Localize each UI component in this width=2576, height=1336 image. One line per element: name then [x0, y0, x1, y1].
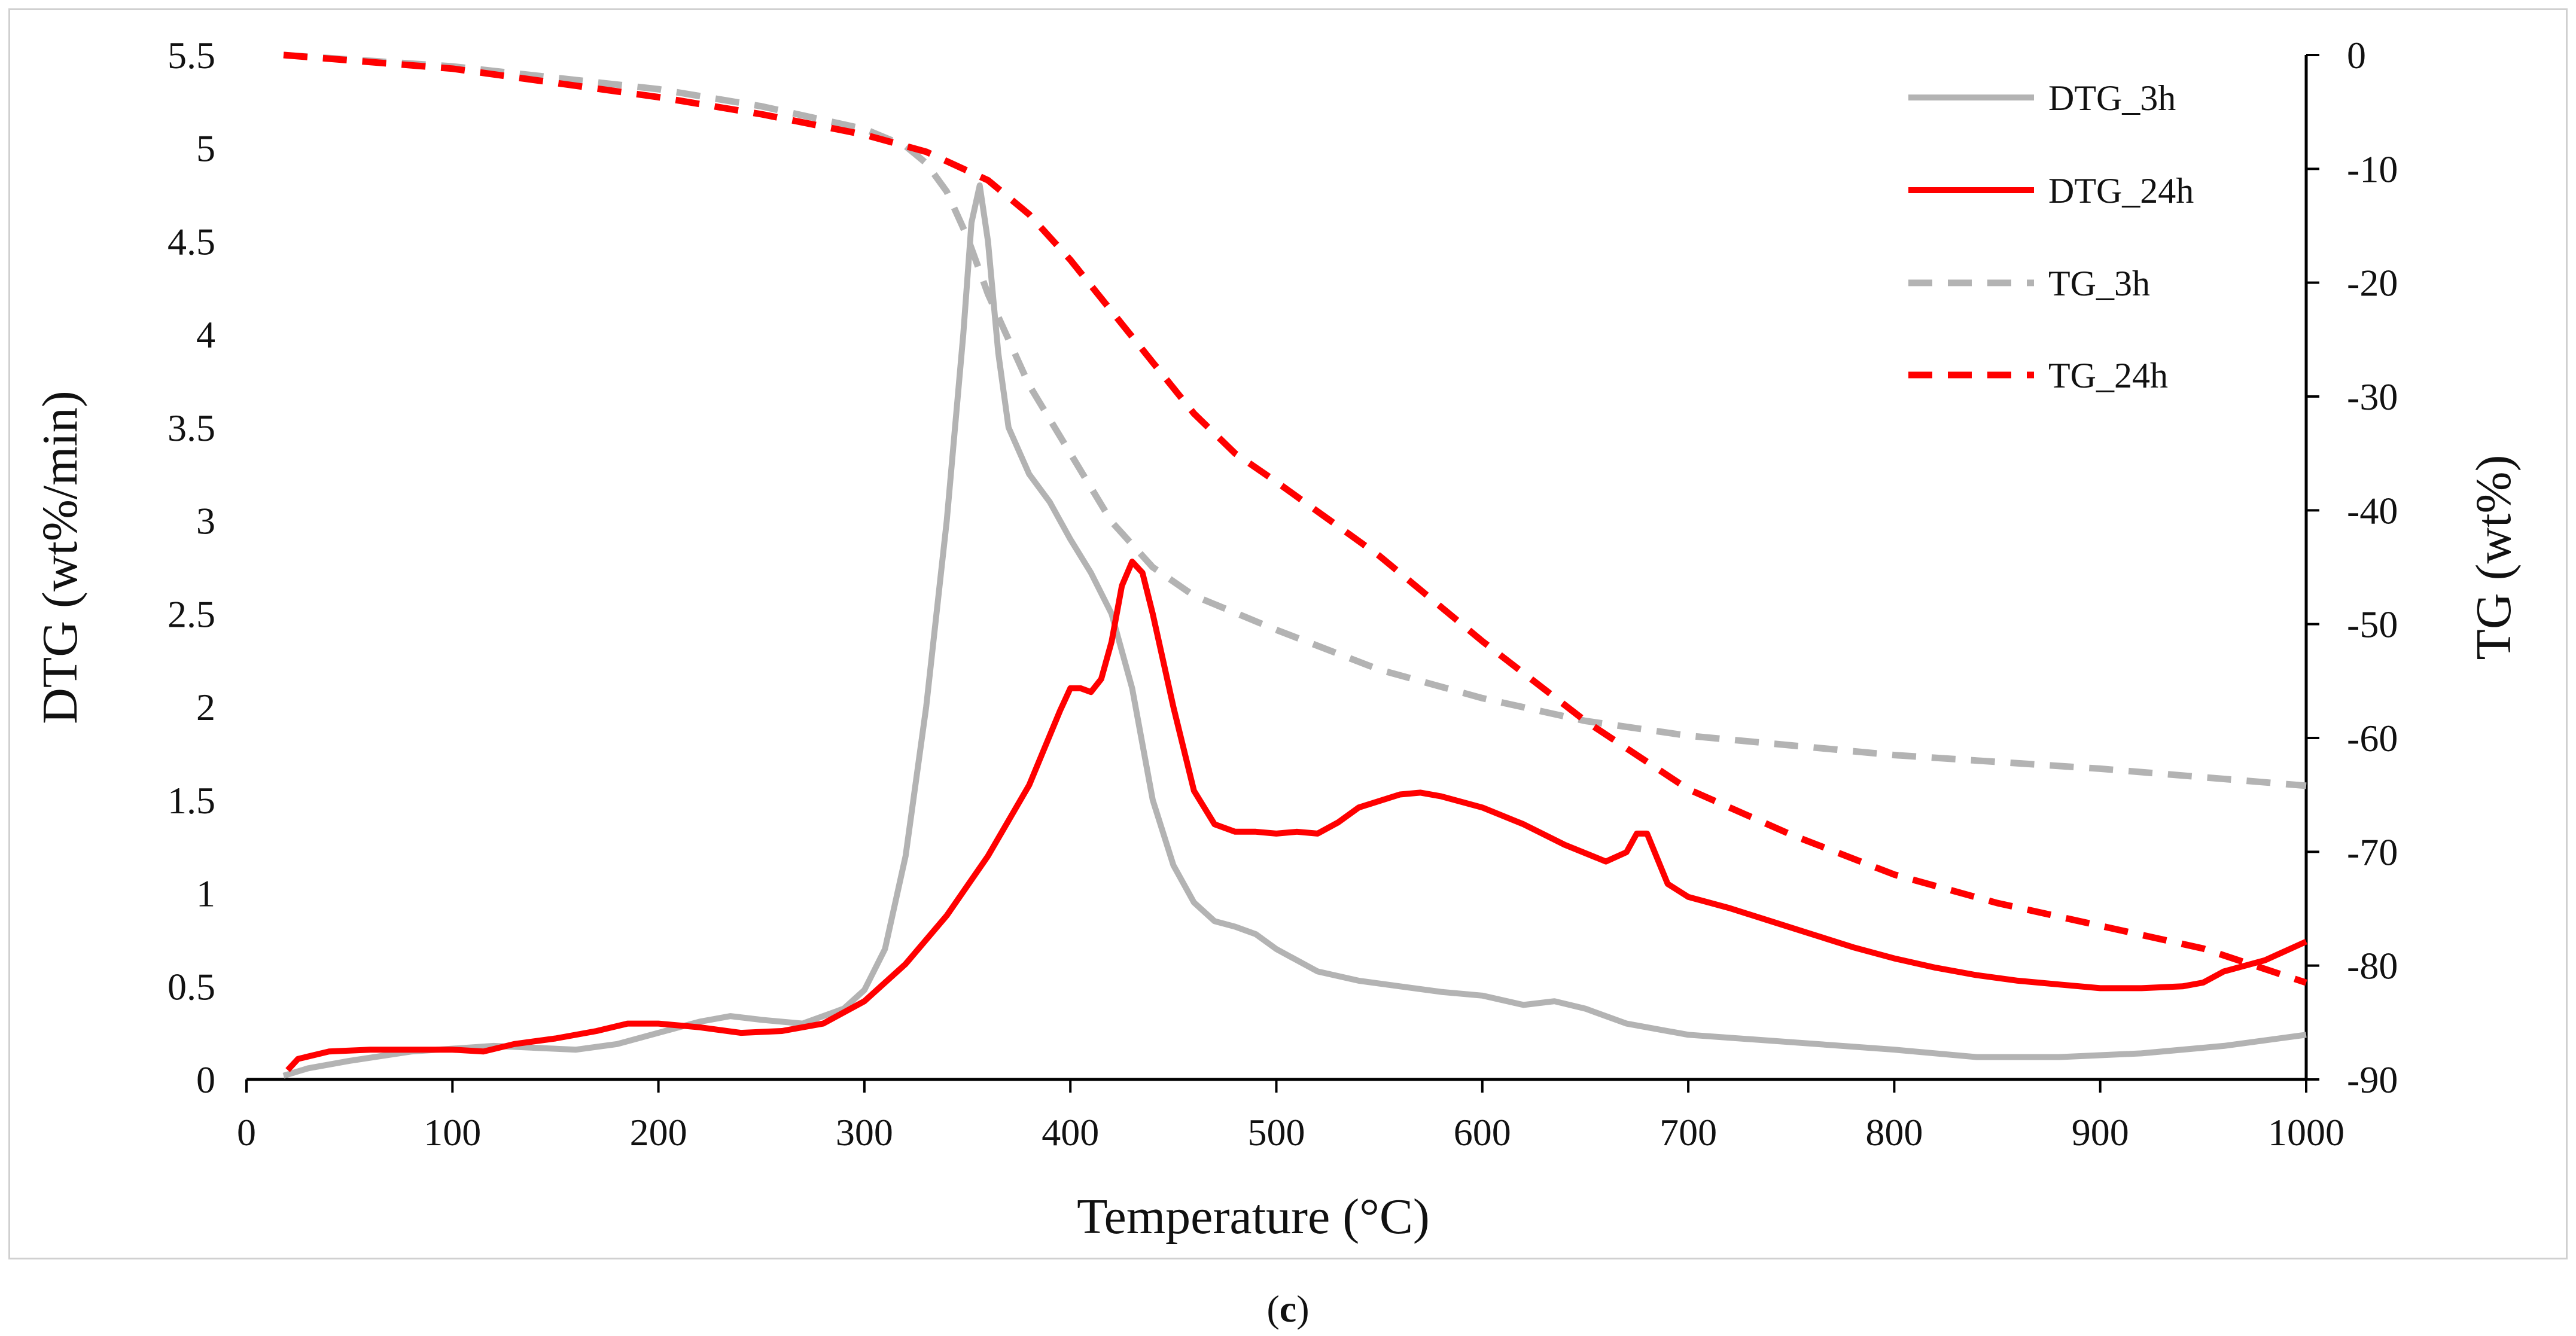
y-axis-right-title: TG (wt%)	[2466, 455, 2522, 660]
panel-label: (c)	[1266, 1288, 1309, 1330]
panel-label-close: )	[1296, 1288, 1309, 1330]
x-axis-title: Temperature (°C)	[1077, 1189, 1430, 1245]
y-right-tick-label: -90	[2347, 1059, 2398, 1101]
y-right-tick-label: -60	[2347, 717, 2398, 759]
x-tick-label: 800	[1865, 1111, 1923, 1154]
x-tick-label: 0	[237, 1111, 256, 1154]
y-axis-left-title: DTG (wt%/min)	[32, 391, 88, 724]
y-left-tick-label: 5	[196, 127, 215, 170]
y-left-tick-label: 4.5	[168, 220, 215, 263]
y-right-tick-label: -40	[2347, 489, 2398, 532]
x-tick-label: 500	[1248, 1111, 1305, 1154]
x-tick-label: 400	[1042, 1111, 1099, 1154]
x-tick-label: 900	[2072, 1111, 2129, 1154]
legend-label: DTG_24h	[2048, 171, 2194, 211]
series-layer	[282, 51, 2308, 1079]
legend-label: DTG_3h	[2048, 78, 2176, 118]
legend-label: TG_24h	[2048, 356, 2168, 395]
x-tick-label: 1000	[2268, 1111, 2344, 1154]
series-tg-3h	[283, 51, 2307, 789]
y-left-tick-label: 3	[196, 500, 215, 542]
y-right-tick-label: -30	[2347, 376, 2398, 418]
y-left-tick-label: 2	[196, 686, 215, 728]
y-right-tick-label: -70	[2347, 831, 2398, 873]
y-right-tick-label: -20	[2347, 262, 2398, 304]
panel-label-open: (	[1266, 1288, 1279, 1330]
y-right-tick-label: -50	[2347, 603, 2398, 646]
series-dtg-24h	[285, 559, 2308, 1072]
y-left-tick-label: 2.5	[168, 593, 215, 635]
axes-layer: 0 100 200 300 400 500 600 700 800 900 1000 0 0.5 1 1.5…	[168, 34, 2398, 1154]
y-left-tick-label: 5.5	[168, 34, 215, 77]
y-right-tick-label: -80	[2347, 945, 2398, 987]
legend-label: TG_3h	[2048, 264, 2150, 303]
y-left-tick-label: 1.5	[168, 779, 215, 822]
y-left-tick-label: 1	[196, 873, 215, 915]
x-tick-label: 600	[1454, 1111, 1511, 1154]
x-tick-label: 300	[836, 1111, 893, 1154]
panel-label-letter: c	[1280, 1288, 1296, 1330]
y-left-tick-label: 3.5	[168, 407, 215, 449]
legend: DTG_3h DTG_24h TG_3h TG_24h	[1908, 78, 2194, 395]
y-left-tick-label: 0.5	[168, 965, 215, 1008]
y-right-tick-label: 0	[2347, 34, 2366, 77]
y-left-tick-label: 4	[196, 313, 215, 356]
x-tick-label: 200	[630, 1111, 687, 1154]
series-tg-24h	[283, 51, 2307, 986]
y-right-tick-label: -10	[2347, 148, 2398, 190]
x-tick-label: 700	[1660, 1111, 1717, 1154]
x-tick-label: 100	[424, 1111, 481, 1154]
series-dtg-3h	[282, 182, 2307, 1079]
y-left-tick-label: 0	[196, 1059, 215, 1101]
chart-frame	[8, 8, 2568, 1259]
